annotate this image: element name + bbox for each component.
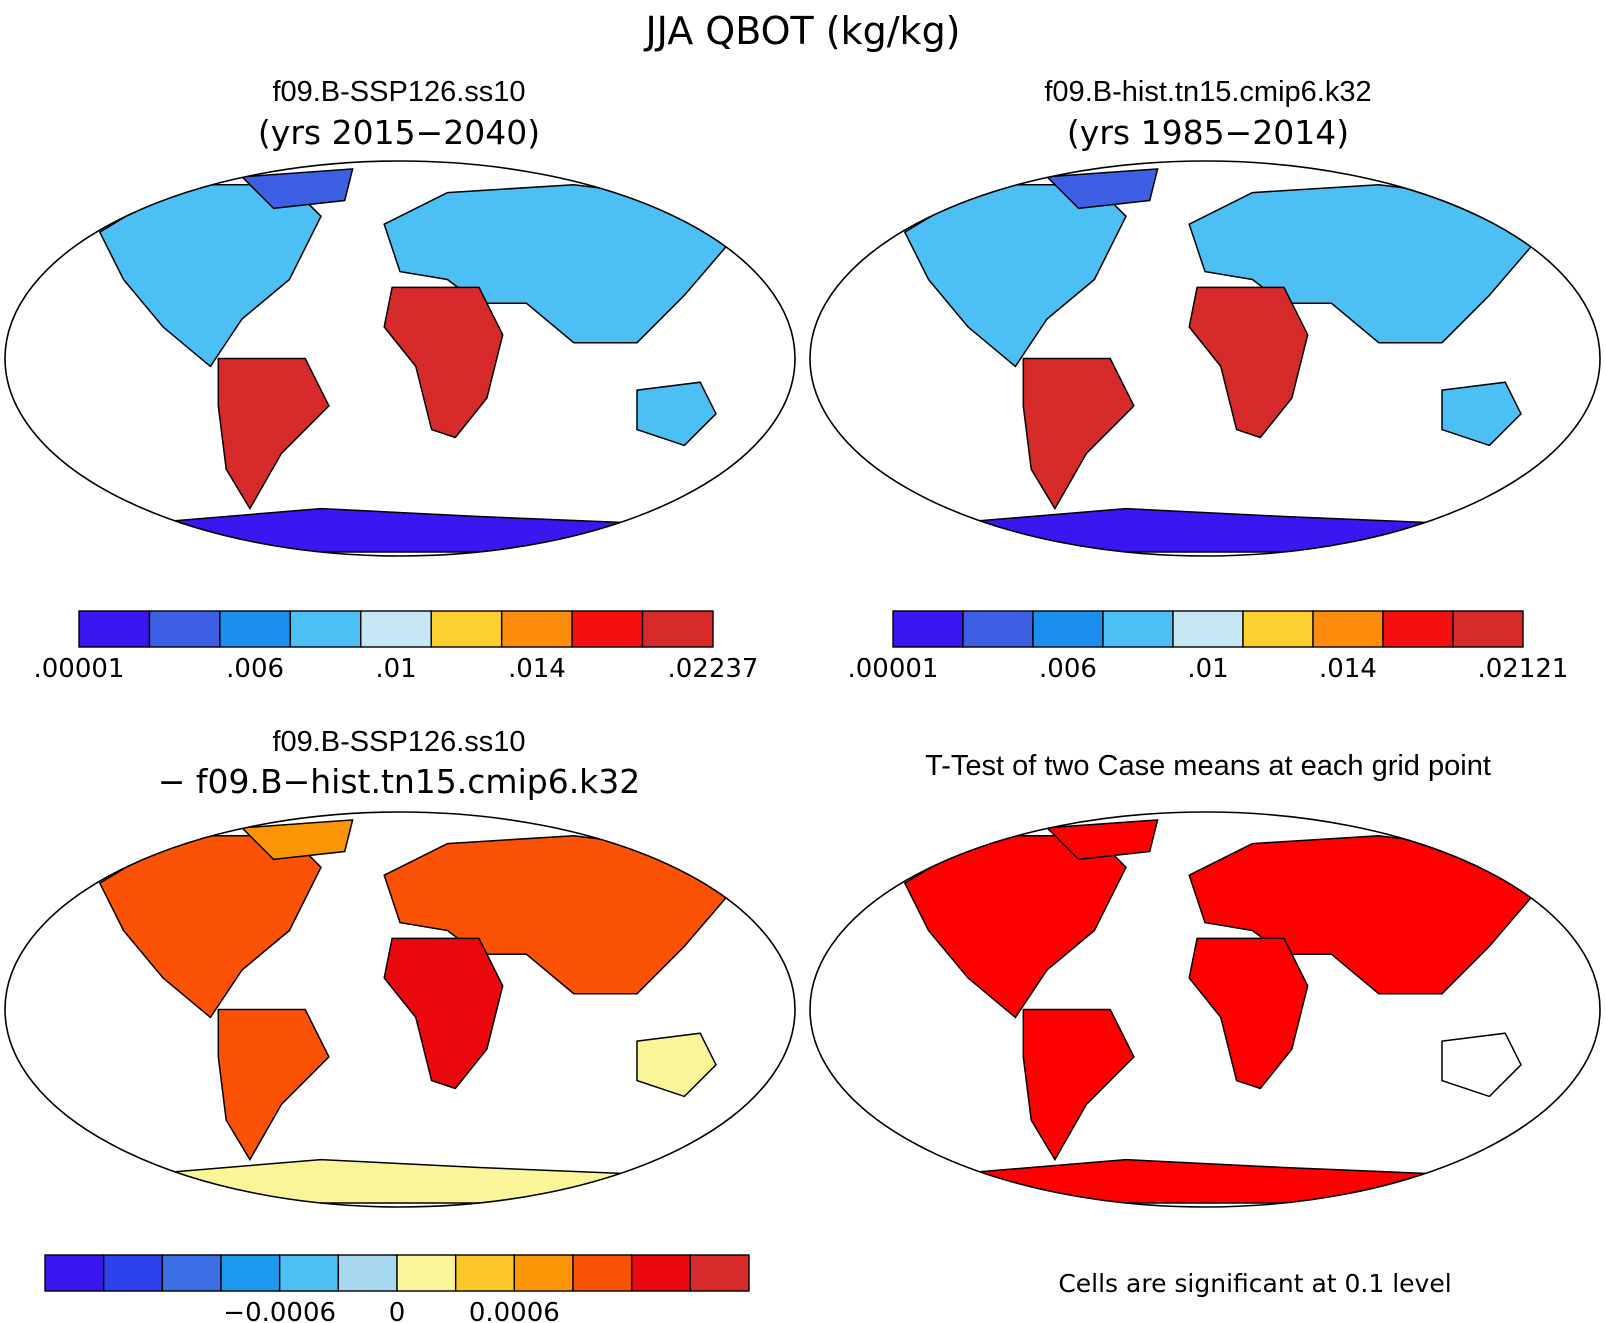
map-diff-greenland xyxy=(240,819,354,861)
cbar-ssp-swatch xyxy=(289,610,362,648)
cbar-diff-swatch xyxy=(689,1254,750,1292)
map-diff xyxy=(4,811,796,1208)
cbar-ssp-swatch xyxy=(148,610,221,648)
cbar-diff-swatch xyxy=(220,1254,281,1292)
map-ttest-border xyxy=(809,811,1601,1208)
cbar-hist-swatch xyxy=(1312,610,1384,648)
cbar-ssp-swatch xyxy=(641,610,714,648)
map-ttest-southAmerica xyxy=(1022,1008,1135,1162)
cbar-diff-swatch xyxy=(44,1254,105,1292)
map-diff-eurasia xyxy=(383,834,733,995)
figure-title: JJA QBOT (kg/kg) xyxy=(643,9,960,53)
map-ssp-africa xyxy=(383,286,504,439)
cbar-ssp-swatch xyxy=(219,610,292,648)
colorbar-ssp: .00001 .006 .01 .014 .02237 xyxy=(34,610,759,684)
cbar-diff-swatch xyxy=(102,1254,164,1292)
map-diff-africa xyxy=(383,937,504,1090)
panel-hist-subtitle: (yrs 1985−2014) xyxy=(1067,113,1349,152)
map-hist-africa xyxy=(1188,286,1309,439)
panel-diff-subtitle: − f09.B−hist.tn15.cmip6.k32 xyxy=(158,762,641,801)
map-ttest xyxy=(809,811,1601,1208)
map-diff-australia xyxy=(636,1032,717,1098)
cbar-diff-swatch xyxy=(513,1254,574,1292)
map-ttest-northAmerica xyxy=(903,834,1127,1019)
cbar-diff-swatch xyxy=(337,1254,398,1292)
map-diff-southAmerica xyxy=(217,1008,330,1162)
cbar-hist-swatch xyxy=(962,610,1034,648)
panel-ssp-subtitle: (yrs 2015−2040) xyxy=(258,113,540,152)
cbar-ssp-tick-label: .014 xyxy=(508,654,566,684)
cbar-ssp-swatch xyxy=(360,610,432,648)
cbar-hist-tick-label: .02121 xyxy=(1478,654,1569,684)
cbar-ssp-tick-label: .006 xyxy=(226,654,284,684)
cbar-hist-swatch xyxy=(892,610,964,648)
map-ttest-greenland xyxy=(1045,819,1159,861)
map-ttest-eurasia xyxy=(1188,834,1538,995)
cbar-diff-swatch xyxy=(454,1254,516,1292)
cbar-diff-swatch xyxy=(278,1254,340,1292)
colorbar-diff: −0.0006 0 0.0006 xyxy=(44,1254,750,1323)
map-hist xyxy=(809,160,1601,557)
cbar-diff-swatch xyxy=(396,1254,457,1292)
cbar-ssp-swatch xyxy=(571,610,644,648)
colorbar-hist: .00001 .006 .01 .014 .02121 xyxy=(848,610,1569,684)
cbar-ssp-tick-label: .01 xyxy=(375,654,416,684)
cbar-hist-tick-label: .014 xyxy=(1319,654,1377,684)
map-ttest-australia xyxy=(1441,1032,1522,1098)
map-hist-australia xyxy=(1441,381,1522,447)
significance-note: Cells are significant at 0.1 level xyxy=(1058,1269,1451,1298)
map-diff-border xyxy=(4,811,796,1208)
cbar-diff-swatch xyxy=(630,1254,692,1292)
cbar-hist-swatch xyxy=(1172,610,1244,648)
map-ssp-greenland xyxy=(240,168,354,210)
cbar-diff-swatch xyxy=(161,1254,222,1292)
cbar-ssp-swatch xyxy=(500,610,573,648)
map-hist-border xyxy=(809,160,1601,557)
map-ssp-northAmerica xyxy=(98,183,322,368)
map-ssp-border xyxy=(4,160,796,557)
cbar-ssp-swatch xyxy=(430,610,503,648)
cbar-hist-tick-label: .01 xyxy=(1187,654,1228,684)
cbar-hist-swatch xyxy=(1102,610,1174,648)
cbar-hist-tick-label: .00001 xyxy=(848,654,939,684)
map-hist-southAmerica xyxy=(1022,357,1135,511)
cbar-diff-tick-label: −0.0006 xyxy=(223,1298,336,1323)
map-diff-northAmerica xyxy=(98,834,322,1019)
cbar-hist-swatch xyxy=(1452,610,1524,648)
cbar-diff-tick-label: 0 xyxy=(389,1298,406,1323)
panel-hist-title: f09.B-hist.tn15.cmip6.k32 xyxy=(1044,76,1371,108)
panel-ttest-title: T-Test of two Case means at each grid po… xyxy=(925,750,1491,782)
map-ttest-africa xyxy=(1188,937,1309,1090)
cbar-hist-tick-label: .006 xyxy=(1039,654,1097,684)
map-hist-northAmerica xyxy=(903,183,1127,368)
map-hist-greenland xyxy=(1045,168,1159,210)
map-hist-eurasia xyxy=(1188,183,1538,344)
cbar-hist-swatch xyxy=(1382,610,1454,648)
cbar-ssp-tick-label: .02237 xyxy=(668,654,759,684)
cbar-hist-swatch xyxy=(1242,610,1314,648)
cbar-ssp-swatch xyxy=(78,610,151,648)
cbar-ssp-tick-label: .00001 xyxy=(34,654,125,684)
map-ssp xyxy=(4,160,796,557)
cbar-hist-swatch xyxy=(1032,610,1104,648)
map-ssp-eurasia xyxy=(383,183,733,344)
cbar-diff-swatch xyxy=(572,1254,633,1292)
panel-ssp-title: f09.B-SSP126.ss10 xyxy=(272,76,525,108)
map-ssp-southAmerica xyxy=(217,357,330,511)
panel-diff-title: f09.B-SSP126.ss10 xyxy=(272,726,525,758)
map-ssp-australia xyxy=(636,381,717,447)
cbar-diff-tick-label: 0.0006 xyxy=(469,1298,560,1323)
